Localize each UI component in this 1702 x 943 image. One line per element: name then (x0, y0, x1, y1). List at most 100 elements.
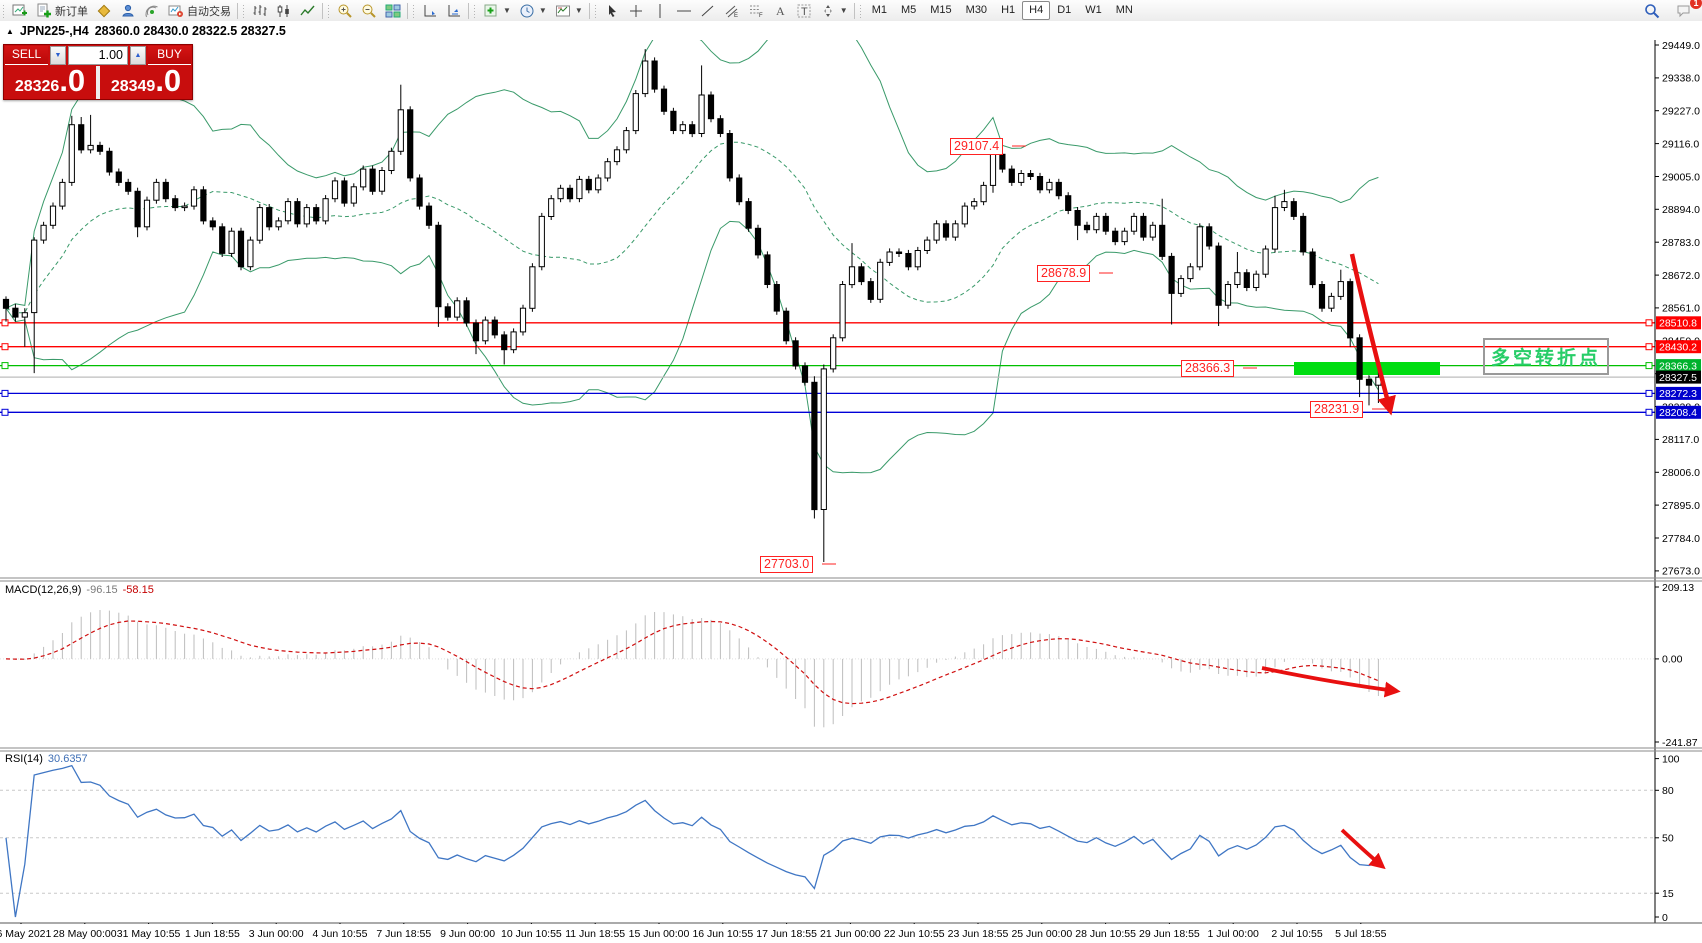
line-handle[interactable] (1645, 343, 1653, 351)
new-chart-button[interactable] (8, 1, 32, 21)
timeframe-H4-button[interactable]: H4 (1022, 1, 1051, 20)
cursor-button[interactable] (600, 1, 624, 21)
crosshair-button[interactable] (624, 1, 648, 21)
buy-button[interactable]: BUY (148, 46, 191, 65)
buy-price-button[interactable]: 28349 .0 (100, 63, 192, 99)
timeframe-M15-button[interactable]: M15 (930, 4, 952, 16)
line-handle[interactable] (1645, 408, 1653, 416)
autotrading-button[interactable]: 自动交易 (164, 1, 235, 21)
svg-text:29116.0: 29116.0 (1662, 138, 1699, 150)
zoom-in-button[interactable] (333, 1, 357, 21)
line-handle[interactable] (1, 408, 9, 416)
time-label: 1 Jul 00:00 (1207, 928, 1259, 940)
sell-price-button[interactable]: 28326 .0 (4, 65, 96, 99)
line-handle[interactable] (1, 343, 9, 351)
macd-down-arrow[interactable] (1261, 666, 1401, 698)
line-handle[interactable] (1645, 319, 1653, 327)
collapse-panel-icon[interactable]: ▲ (6, 26, 14, 36)
toolbar-drag-handle[interactable] (2, 3, 6, 18)
text-button[interactable]: A (768, 1, 792, 21)
line-handle[interactable] (1645, 362, 1653, 370)
toolbar-drag-handle[interactable] (473, 3, 477, 18)
price-callout-28366.3[interactable]: 28366.3 (1181, 360, 1235, 377)
lot-increase-button[interactable]: ▲ (130, 46, 146, 65)
svg-text:28561.0: 28561.0 (1662, 303, 1700, 315)
template-button[interactable]: ▼ (551, 1, 587, 21)
price-callout-29107.4[interactable]: 29107.4 (950, 138, 1004, 155)
metaeditor-button[interactable] (92, 1, 116, 21)
price-callout-27703.0[interactable]: 27703.0 (760, 556, 814, 573)
toolbar-drag-handle[interactable] (858, 3, 863, 18)
rsi-down-arrow[interactable] (1340, 828, 1386, 870)
time-label: 16 Jun 10:55 (692, 928, 754, 940)
timeframe-MN-button[interactable]: MN (1115, 4, 1133, 16)
line-handle[interactable] (1, 389, 9, 397)
toolbar-drag-handle[interactable] (593, 3, 598, 18)
lot-decrease-button[interactable]: ▼ (50, 46, 66, 65)
rsi-panel (0, 764, 1655, 918)
price-axis[interactable]: 29449.0 29338.0 29227.0 29116.0 29005.0 28894… (1655, 40, 1701, 924)
tile-windows-button[interactable] (381, 1, 405, 21)
add-indicator-button[interactable]: ▼ (479, 1, 515, 21)
lot-size-input[interactable]: 1.00 (68, 46, 128, 65)
toolbar-drag-handle[interactable] (327, 3, 331, 18)
bollinger-middle-band (5, 141, 1379, 314)
price-callout-28678.9[interactable]: 28678.9 (1037, 265, 1091, 282)
toolbar-drag-handle[interactable] (242, 3, 246, 18)
buy-price-pips: .0 (155, 63, 182, 98)
toolbar-separator (407, 2, 408, 19)
equidistant-channel-button[interactable]: E (720, 1, 744, 21)
timeframe-H1-button[interactable]: H1 (1001, 4, 1016, 16)
new-order-button[interactable]: 新订单 (32, 1, 92, 21)
timeframe-M5-button[interactable]: M5 (900, 4, 917, 16)
svg-text:100: 100 (1662, 753, 1680, 765)
timeframe-M1-button[interactable]: M1 (871, 4, 887, 16)
trendline-button[interactable] (696, 1, 720, 21)
sell-price: 28326 (14, 78, 60, 95)
chart-shift-button[interactable] (442, 1, 466, 21)
period-button[interactable]: ▼ (515, 1, 551, 21)
symbol-info-bar: ▲ JPN225-,H4 28360.0 28430.0 28322.5 283… (6, 24, 286, 38)
dropdown-arrow-icon[interactable]: ▼ (503, 6, 511, 15)
time-label: 15 Jun 00:00 (628, 928, 690, 940)
line-chart-mode-button[interactable] (296, 1, 320, 21)
fibonacci-button[interactable]: F (744, 1, 768, 21)
auto-scroll-button[interactable] (418, 1, 442, 21)
dropdown-arrow-icon[interactable]: ▼ (839, 6, 848, 15)
text-label-button[interactable]: T (792, 1, 816, 21)
zoom-out-button[interactable] (357, 1, 381, 21)
rsi-line (5, 764, 1379, 918)
svg-text:28510.8: 28510.8 (1659, 318, 1697, 330)
svg-text:27673.0: 27673.0 (1662, 566, 1700, 578)
bull-bear-turning-point-annotation[interactable]: 多空转折点 (1483, 338, 1610, 375)
signals-button[interactable] (140, 1, 164, 21)
price-down-arrow[interactable] (1349, 253, 1396, 416)
svg-text:29005.0: 29005.0 (1662, 171, 1700, 183)
arrows-tool-button[interactable]: ▼ (816, 1, 852, 21)
line-handle[interactable] (1645, 389, 1653, 397)
search-button[interactable] (1640, 1, 1664, 21)
price-callout-28231.9[interactable]: 28231.9 (1310, 401, 1364, 418)
line-handle[interactable] (1, 319, 9, 327)
time-label: 9 Jun 00:00 (440, 928, 496, 940)
toolbar-drag-handle[interactable] (412, 3, 416, 18)
timeframe-W1-button[interactable]: W1 (1085, 4, 1102, 16)
line-handle[interactable] (1, 362, 9, 370)
candlestick-mode-button[interactable] (272, 1, 296, 21)
community-button[interactable] (116, 1, 140, 21)
time-label: 10 Jun 10:55 (501, 928, 562, 940)
svg-text:28006.0: 28006.0 (1662, 467, 1700, 479)
bar-chart-mode-button[interactable] (248, 1, 272, 21)
horizontal-line-button[interactable] (672, 1, 696, 21)
timeframe-D1-button[interactable]: D1 (1057, 4, 1072, 16)
chat-button[interactable]: 1 (1672, 0, 1702, 21)
svg-text:15: 15 (1662, 888, 1674, 900)
dropdown-arrow-icon[interactable]: ▼ (538, 6, 547, 15)
vertical-line-button[interactable] (648, 1, 672, 21)
dropdown-arrow-icon[interactable]: ▼ (574, 6, 583, 15)
timeframe-M30-button[interactable]: M30 (965, 4, 988, 16)
green-highlight-bar[interactable] (1294, 362, 1440, 375)
sell-button[interactable]: SELL (5, 46, 48, 65)
autotrading-button-label: 自动交易 (187, 5, 231, 18)
